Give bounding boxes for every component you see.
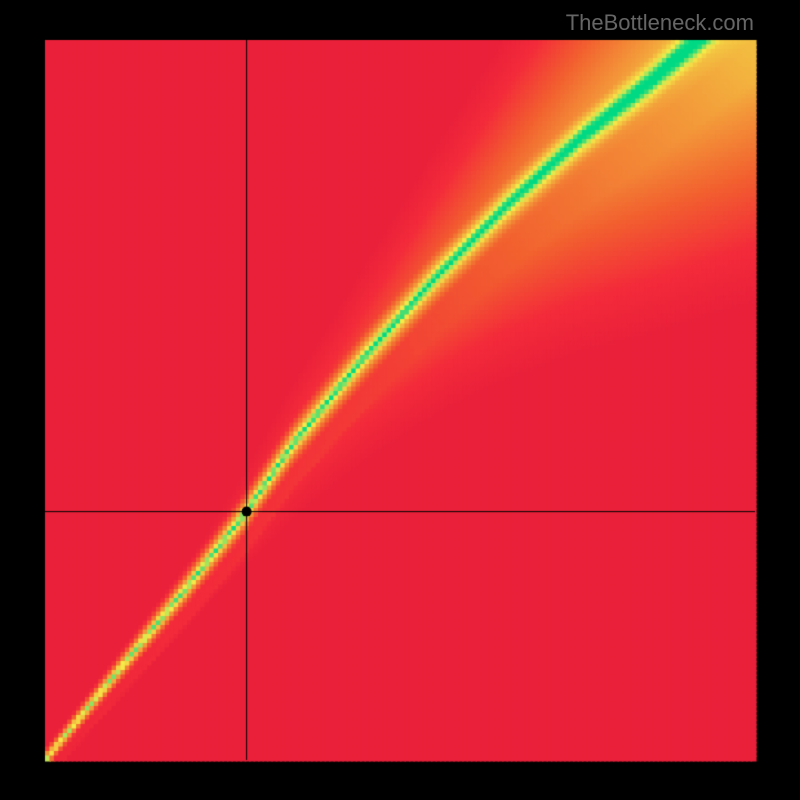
heatmap-canvas [0,0,800,800]
chart-container: TheBottleneck.com [0,0,800,800]
watermark-text: TheBottleneck.com [566,10,754,36]
